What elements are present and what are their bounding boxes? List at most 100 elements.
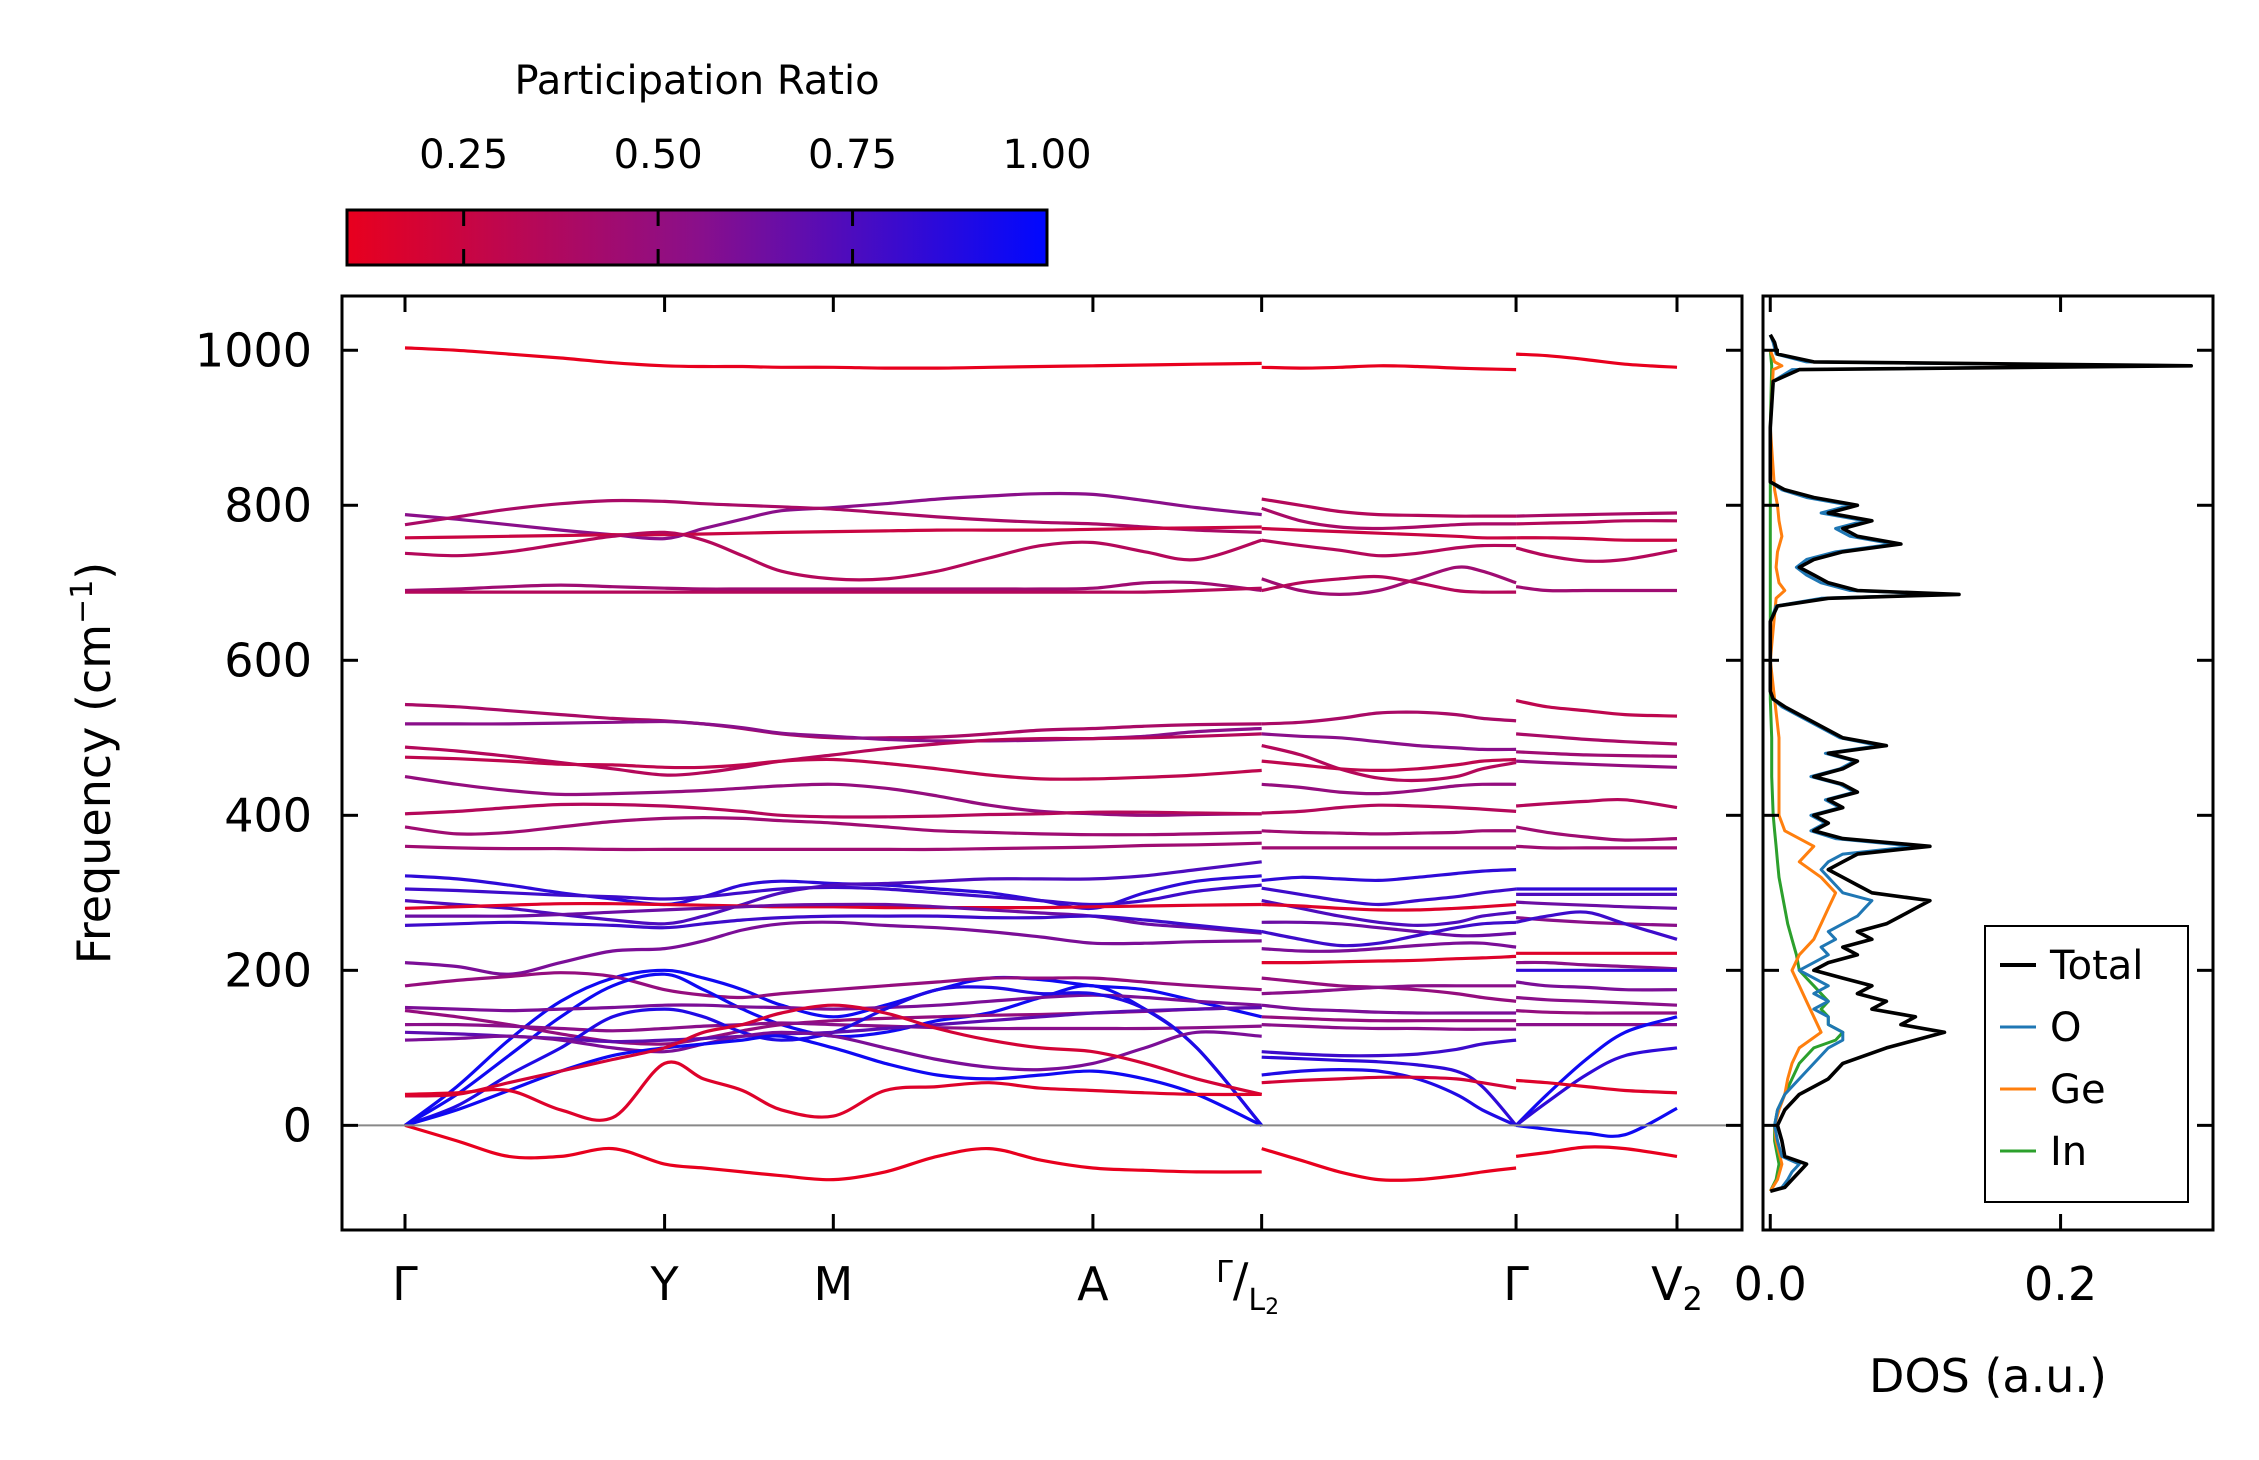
phonon-band <box>1261 941 1517 953</box>
phonon-band <box>404 525 1262 540</box>
phonon-band <box>1261 1015 1517 1023</box>
phonon-band <box>1515 732 1678 746</box>
phonon-band <box>1261 565 1517 596</box>
phonon-band <box>404 755 1262 781</box>
band-axes-frame <box>340 294 1744 1232</box>
dos-x-ticks: 0.0 0.2 <box>1734 296 2097 1311</box>
kpath-label: A <box>1077 1257 1109 1311</box>
phonon-band <box>1261 538 1517 558</box>
phonon-band <box>404 702 1262 740</box>
phonon-band <box>1261 710 1517 726</box>
phonon-band <box>1261 757 1517 772</box>
kpath-label: Γ <box>392 1257 418 1311</box>
phonon-band <box>1261 829 1517 836</box>
phonon-band <box>1516 844 1677 850</box>
legend-label: Total <box>2049 943 2143 989</box>
phonon-band <box>404 1034 1263 1127</box>
phonon-band <box>1261 574 1517 594</box>
y-tick-label: 400 <box>224 788 312 842</box>
phonon-band <box>1261 902 1517 912</box>
colorbar-tick-label: 0.50 <box>614 132 703 178</box>
colorbar-ticks <box>462 210 855 265</box>
phonon-band <box>1261 984 1517 996</box>
phonon-band <box>404 1123 1262 1182</box>
phonon-band <box>1516 759 1678 769</box>
phonon-band <box>1516 352 1678 369</box>
phonon-band <box>1515 910 1678 941</box>
phonon-band <box>1515 546 1678 563</box>
phonon-band <box>1516 750 1678 758</box>
phonon-band <box>404 802 1262 819</box>
dos-panel: 0.0 0.2 DOS (a.u.) Total O Ge In <box>1734 294 2215 1403</box>
band-ylabel: Frequency (cm−1) <box>65 562 121 965</box>
phonon-band <box>404 841 1262 852</box>
phonon-band <box>1516 511 1678 518</box>
legend-label: Ge <box>2050 1067 2106 1113</box>
legend-label: O <box>2050 1005 2081 1051</box>
dos-axes-frame <box>1761 294 2215 1232</box>
phonon-band <box>404 920 1262 976</box>
band-y-ticks: 0 200 400 600 800 1000 <box>195 323 1742 1152</box>
phonon-band <box>1261 497 1517 518</box>
phonon-band <box>404 732 1262 777</box>
legend-frame <box>1984 925 2189 1203</box>
phonon-band <box>1261 1003 1517 1015</box>
band-lines <box>404 346 1678 1182</box>
colorbar-gradient <box>345 208 1049 267</box>
phonon-band <box>404 775 1262 817</box>
phonon-band <box>404 498 1262 534</box>
phonon-band <box>1261 976 1517 1003</box>
phonon-band <box>1514 1015 1678 1127</box>
colorbar-tick-labels: 0.25 0.50 0.75 1.00 <box>419 132 1091 178</box>
phonon-band <box>404 901 1262 910</box>
phonon-band <box>1516 536 1678 542</box>
phonon-band <box>1261 744 1517 783</box>
phonon-band <box>1261 526 1517 540</box>
dos-legend: Total O Ge In <box>1984 925 2189 1203</box>
y-tick-label: 1000 <box>195 323 312 377</box>
phonon-band <box>1515 797 1678 810</box>
phonon-band <box>404 530 1263 582</box>
y-tick-label: 600 <box>224 633 312 687</box>
colorbar: Participation Ratio 0.25 0.50 0.75 1.00 <box>345 58 1092 267</box>
phonon-band <box>1261 803 1517 815</box>
dos-x-tick-label: 0.0 <box>1734 1257 1807 1311</box>
kpath-ticks: Γ Y M A Γ/L2 Γ V2 <box>392 296 1703 1320</box>
phonon-band <box>1515 1106 1678 1138</box>
phonon-band <box>1515 995 1678 1007</box>
phonon-band <box>1261 1023 1517 1031</box>
band-structure-panel: 0 200 400 600 800 1000 Γ Y M A Γ/L2 Γ V2 Frequency … <box>65 294 1744 1320</box>
kpath-label: M <box>813 1257 853 1311</box>
phonon-band <box>404 1060 1262 1122</box>
dos-y-ticks <box>1763 348 2213 1127</box>
phonon-band <box>1515 825 1678 842</box>
phonon-band <box>1261 1038 1517 1058</box>
phonon-band <box>404 1021 1262 1033</box>
phonon-band <box>1261 886 1517 907</box>
phonon-band <box>1516 519 1678 526</box>
y-tick-label: 800 <box>224 478 312 532</box>
phonon-band <box>1261 920 1517 938</box>
legend-label: In <box>2050 1129 2087 1175</box>
phonon-band <box>1261 506 1517 531</box>
y-tick-label: 200 <box>224 943 312 997</box>
phonon-band <box>1261 1068 1517 1127</box>
phonon-band <box>404 1030 1262 1072</box>
colorbar-title: Participation Ratio <box>514 58 879 104</box>
dos-lines <box>1768 333 2193 1193</box>
dos-series-total <box>1768 333 2193 1193</box>
phonon-band <box>1261 1075 1517 1090</box>
phonon-band <box>1515 585 1677 593</box>
phonon-band <box>1261 868 1517 883</box>
phonon-band <box>1261 920 1517 948</box>
kpath-label: Y <box>650 1257 680 1311</box>
dos-x-tick-label: 0.2 <box>2024 1257 2097 1311</box>
phonon-band <box>1515 1145 1678 1158</box>
phonon-band <box>404 816 1262 837</box>
dos-xlabel: DOS (a.u.) <box>1869 1349 2107 1403</box>
phonon-band <box>1516 960 1678 971</box>
phonon-band <box>1515 1046 1678 1127</box>
kpath-label: Γ/L2 <box>1216 1253 1279 1320</box>
phonon-band <box>404 914 1262 934</box>
